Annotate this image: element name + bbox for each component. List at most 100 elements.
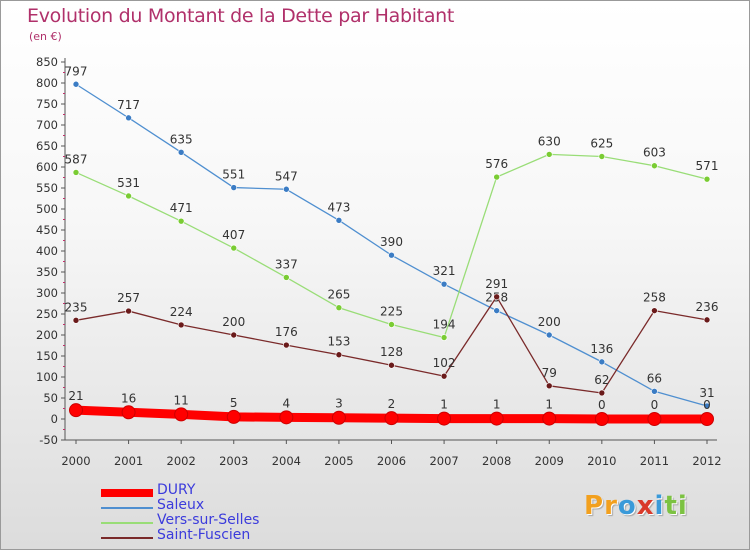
data-label-saleux: 717 [117,98,140,112]
y-tick-label: 800 [36,76,58,90]
data-point-vers-sur-selles [125,192,132,200]
data-point-saleux [440,280,448,288]
data-label-dury: 2 [388,397,396,411]
y-tick-label: 500 [36,202,58,216]
data-point-dury [700,412,714,426]
data-point-saleux [598,358,606,366]
data-label-vers-sur-selles: 587 [65,152,88,166]
data-point-saint-fuscien [388,361,395,369]
data-label-saint-fuscien: 258 [643,291,666,305]
data-label-dury: 0 [651,398,659,412]
data-label-vers-sur-selles: 337 [275,257,298,271]
logo-letter: r [604,491,618,521]
data-label-saleux: 200 [538,315,561,329]
data-label-saleux: 66 [647,371,662,385]
data-point-saint-fuscien [230,331,238,339]
y-tick-label: 850 [36,55,58,69]
y-tick-label: 450 [36,223,58,237]
data-point-vers-sur-selles [72,169,80,176]
x-tick-label: 2005 [324,454,353,468]
data-label-dury: 0 [703,398,711,412]
data-label-dury: 11 [174,393,189,407]
data-label-saint-fuscien: 200 [222,315,245,329]
data-point-saleux [703,402,711,410]
y-tick-label: 400 [36,244,58,258]
y-tick-label: 100 [36,370,58,384]
x-tick-label: 2012 [692,454,721,468]
data-point-dury [594,412,609,426]
data-point-saleux [72,80,80,88]
data-label-saleux: 321 [433,264,456,278]
legend-swatch [101,489,153,497]
chart-unit-label: (en €) [29,30,62,43]
data-point-saint-fuscien [283,341,290,349]
y-tick-label: 300 [36,286,58,300]
y-tick-label: 0 [51,412,58,426]
data-point-saint-fuscien [72,316,80,324]
data-label-vers-sur-selles: 571 [696,159,719,173]
data-label-dury: 21 [68,389,83,403]
data-point-saleux [545,331,553,339]
x-tick-label: 2002 [167,454,196,468]
data-point-saint-fuscien [703,316,711,324]
x-tick-label: 2006 [377,454,406,468]
data-label-saint-fuscien: 236 [696,300,719,314]
y-tick-label: 700 [36,118,58,132]
legend-swatch [101,507,153,509]
logo-letter: t [664,491,678,521]
data-point-saleux [493,307,500,314]
data-point-saleux [335,217,343,224]
data-label-saint-fuscien: 62 [594,373,609,387]
data-point-saint-fuscien [651,307,658,314]
data-point-dury [174,407,189,422]
data-point-vers-sur-selles [545,151,553,158]
data-label-saleux: 635 [170,132,193,146]
data-point-dury [542,411,557,426]
x-tick-label: 2004 [272,454,301,468]
proxiti-logo: Proxiti [584,491,688,521]
x-tick-label: 2000 [61,454,90,468]
logo-letter: o [617,491,637,521]
x-tick-label: 2007 [429,454,458,468]
data-point-vers-sur-selles [598,153,606,160]
data-point-vers-sur-selles [283,274,290,281]
data-point-saleux [651,387,658,395]
data-label-saleux: 551 [222,168,245,182]
data-point-dury [331,410,346,425]
data-label-saint-fuscien: 153 [327,335,350,349]
data-label-saleux: 31 [699,386,714,400]
data-label-saleux: 547 [275,169,298,183]
data-point-dury [384,411,399,426]
data-point-dury [121,405,136,420]
legend-label: Saleux [157,497,205,513]
data-label-saint-fuscien: 176 [275,325,298,339]
data-point-saint-fuscien [598,389,606,397]
data-point-saint-fuscien [545,382,553,390]
data-point-dury [489,411,504,426]
data-label-vers-sur-selles: 625 [590,137,613,151]
y-tick-label: 150 [36,349,58,363]
data-label-dury: 4 [283,396,291,410]
data-label-saleux: 390 [380,235,403,249]
data-label-vers-sur-selles: 407 [222,228,245,242]
data-label-vers-sur-selles: 576 [485,157,508,171]
data-label-vers-sur-selles: 531 [117,176,140,190]
data-point-saint-fuscien [125,307,132,315]
data-label-saint-fuscien: 235 [65,300,88,314]
data-label-saleux: 473 [327,200,350,214]
data-point-vers-sur-selles [493,173,500,181]
data-label-dury: 5 [230,396,238,410]
logo-letter: i [677,491,688,521]
data-label-vers-sur-selles: 225 [380,305,403,319]
data-point-dury [69,403,83,418]
data-label-vers-sur-selles: 603 [643,146,666,160]
data-point-saint-fuscien [440,372,448,380]
data-point-saint-fuscien [335,351,343,359]
x-tick-label: 2009 [535,454,564,468]
data-label-saint-fuscien: 79 [542,366,557,380]
legend-swatch [101,537,153,539]
data-label-dury: 1 [545,398,553,412]
legend-label: DURY [157,482,196,498]
data-point-vers-sur-selles [440,334,448,341]
